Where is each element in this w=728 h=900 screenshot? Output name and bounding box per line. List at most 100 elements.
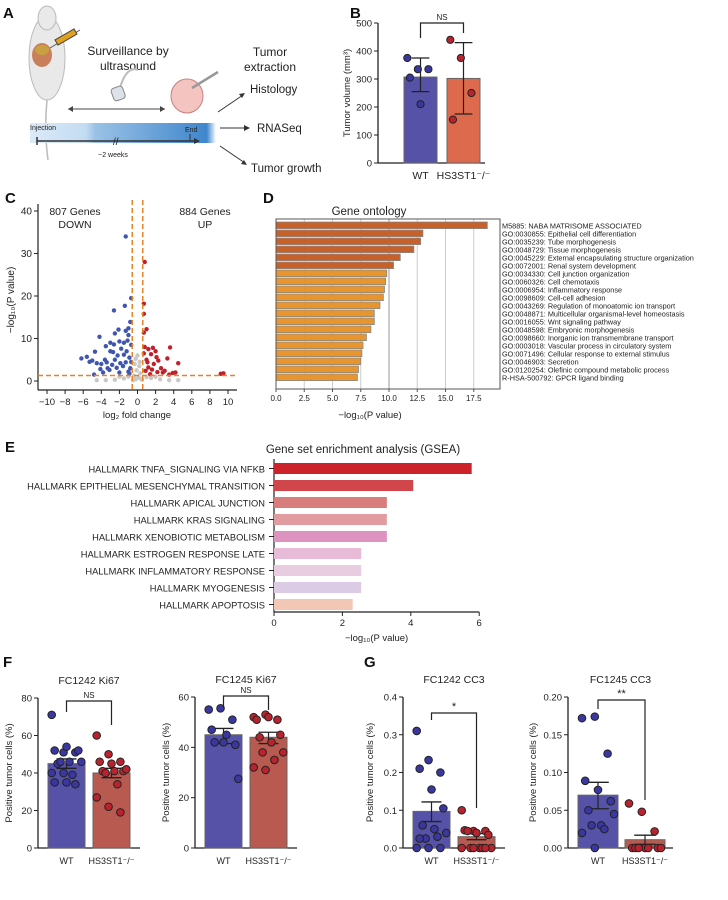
data-point bbox=[593, 785, 603, 795]
x-tick-label: WT bbox=[425, 856, 439, 866]
data-point bbox=[234, 774, 243, 784]
y-tick-label: 0 bbox=[184, 844, 189, 855]
output-histology: Histology bbox=[250, 84, 298, 96]
bar bbox=[275, 221, 488, 229]
point-up bbox=[150, 345, 156, 351]
bar bbox=[275, 277, 387, 285]
point-up bbox=[176, 360, 181, 366]
data-point bbox=[47, 710, 57, 720]
chart-title: FC1245 CC3 bbox=[590, 674, 651, 686]
category-label: HALLMARK ESTROGEN RESPONSE LATE bbox=[81, 550, 265, 560]
point-up bbox=[221, 371, 226, 376]
data-point bbox=[104, 802, 113, 812]
point-up bbox=[142, 344, 147, 350]
end-label: End bbox=[185, 127, 198, 134]
significance-bracket bbox=[430, 712, 478, 808]
category-label: GO:0003018: Vascular process in circulat… bbox=[502, 342, 671, 351]
point-down bbox=[92, 349, 98, 354]
category-label: GO:0035239: Tube morphogenesis bbox=[502, 238, 616, 247]
y-tick-label: 0 bbox=[27, 844, 32, 855]
data-point bbox=[231, 740, 240, 750]
point-down bbox=[119, 346, 124, 351]
data-point bbox=[416, 100, 425, 109]
bar bbox=[275, 293, 384, 301]
data-point bbox=[590, 843, 600, 853]
data-point bbox=[216, 704, 225, 713]
bar bbox=[275, 253, 401, 261]
category-label: GO:0045229: External encapsulating struc… bbox=[502, 254, 694, 263]
bar-WT bbox=[47, 763, 86, 849]
point-up bbox=[167, 345, 173, 350]
point-up bbox=[153, 349, 158, 354]
point-up bbox=[151, 361, 156, 367]
y-tick-label: 60 bbox=[178, 693, 189, 704]
data-point bbox=[415, 834, 424, 843]
y-tick-label: 30 bbox=[21, 249, 33, 260]
data-point bbox=[577, 713, 587, 723]
category-label: GO:0048729: Tissue morphogenesis bbox=[502, 246, 621, 255]
data-point bbox=[222, 730, 231, 740]
point-up bbox=[154, 355, 159, 360]
x-tick-label: HS3ST1⁻/⁻ bbox=[88, 856, 134, 866]
point-ns bbox=[176, 377, 181, 383]
y-tick-label: 0 bbox=[26, 377, 32, 388]
point-ns bbox=[137, 359, 142, 365]
data-point bbox=[412, 726, 422, 736]
category-label: GO:0060326: Cell chemotaxis bbox=[502, 278, 600, 287]
x-tick-label: −2 bbox=[114, 397, 125, 408]
point-up bbox=[149, 367, 155, 372]
chart-F2: 0 20 40 60 Positive tumor cells (%) FC1245 Ki… bbox=[161, 674, 297, 866]
data-point bbox=[415, 764, 424, 774]
mouse-icon bbox=[28, 5, 66, 161]
x-tick-label: 2 bbox=[340, 618, 345, 629]
tumor-icon bbox=[170, 70, 219, 114]
panel-a-schematic: Surveillance by ultrasound Tumor extract… bbox=[28, 5, 322, 175]
point-down bbox=[118, 360, 123, 366]
bar bbox=[274, 548, 362, 559]
point-down bbox=[79, 356, 84, 361]
x-tick-label: 7.5 bbox=[355, 394, 367, 403]
x-tick-label: 0.0 bbox=[270, 394, 282, 403]
point-down bbox=[116, 327, 121, 332]
point-up bbox=[144, 326, 149, 332]
data-point bbox=[467, 88, 476, 98]
point-down bbox=[128, 319, 133, 325]
point-down bbox=[121, 352, 127, 357]
panel-label: B bbox=[350, 5, 361, 22]
y-axis-label: Positive tumor cells (%) bbox=[528, 723, 539, 822]
data-point bbox=[650, 827, 659, 836]
point-ns bbox=[133, 356, 138, 362]
point-ns bbox=[157, 377, 163, 382]
data-point bbox=[412, 843, 422, 853]
point-down bbox=[127, 355, 132, 360]
point-up bbox=[160, 370, 166, 375]
bar bbox=[275, 325, 372, 333]
point-down bbox=[128, 366, 133, 371]
bar bbox=[275, 301, 381, 309]
injection-label: Injection bbox=[30, 125, 56, 132]
x-tick-label: 12.5 bbox=[409, 394, 425, 403]
category-label: GO:0098609: Cell-cell adhesion bbox=[502, 294, 605, 303]
point-ns bbox=[135, 353, 140, 358]
category-label: HALLMARK KRAS SIGNALING bbox=[134, 516, 265, 526]
output-rnaseq: RNASeq bbox=[257, 123, 302, 135]
panel-label: D bbox=[263, 190, 274, 207]
bar-HS3ST1⁻/⁻ bbox=[92, 772, 131, 849]
y-tick-label: 0.00 bbox=[544, 844, 563, 855]
data-point bbox=[95, 757, 104, 767]
category-label: GO:0043269: Regulation of monoatomic ion… bbox=[502, 302, 675, 311]
down-label: DOWN bbox=[58, 219, 91, 231]
category-label: HALLMARK APICAL JUNCTION bbox=[131, 499, 266, 509]
syringe-icon bbox=[49, 28, 81, 49]
x-tick-label: −8 bbox=[60, 397, 71, 408]
y-tick-label: 100 bbox=[356, 131, 372, 142]
point-down bbox=[109, 362, 115, 368]
x-tick-label: 8 bbox=[207, 397, 212, 408]
x-tick-label: WT bbox=[591, 856, 605, 866]
up-label: UP bbox=[198, 219, 213, 231]
chart-title: FC1242 Ki67 bbox=[58, 675, 119, 687]
y-tick-label: 0.0 bbox=[384, 844, 397, 855]
x-tick-label: 0 bbox=[135, 397, 140, 408]
panel-label: G bbox=[364, 654, 376, 671]
